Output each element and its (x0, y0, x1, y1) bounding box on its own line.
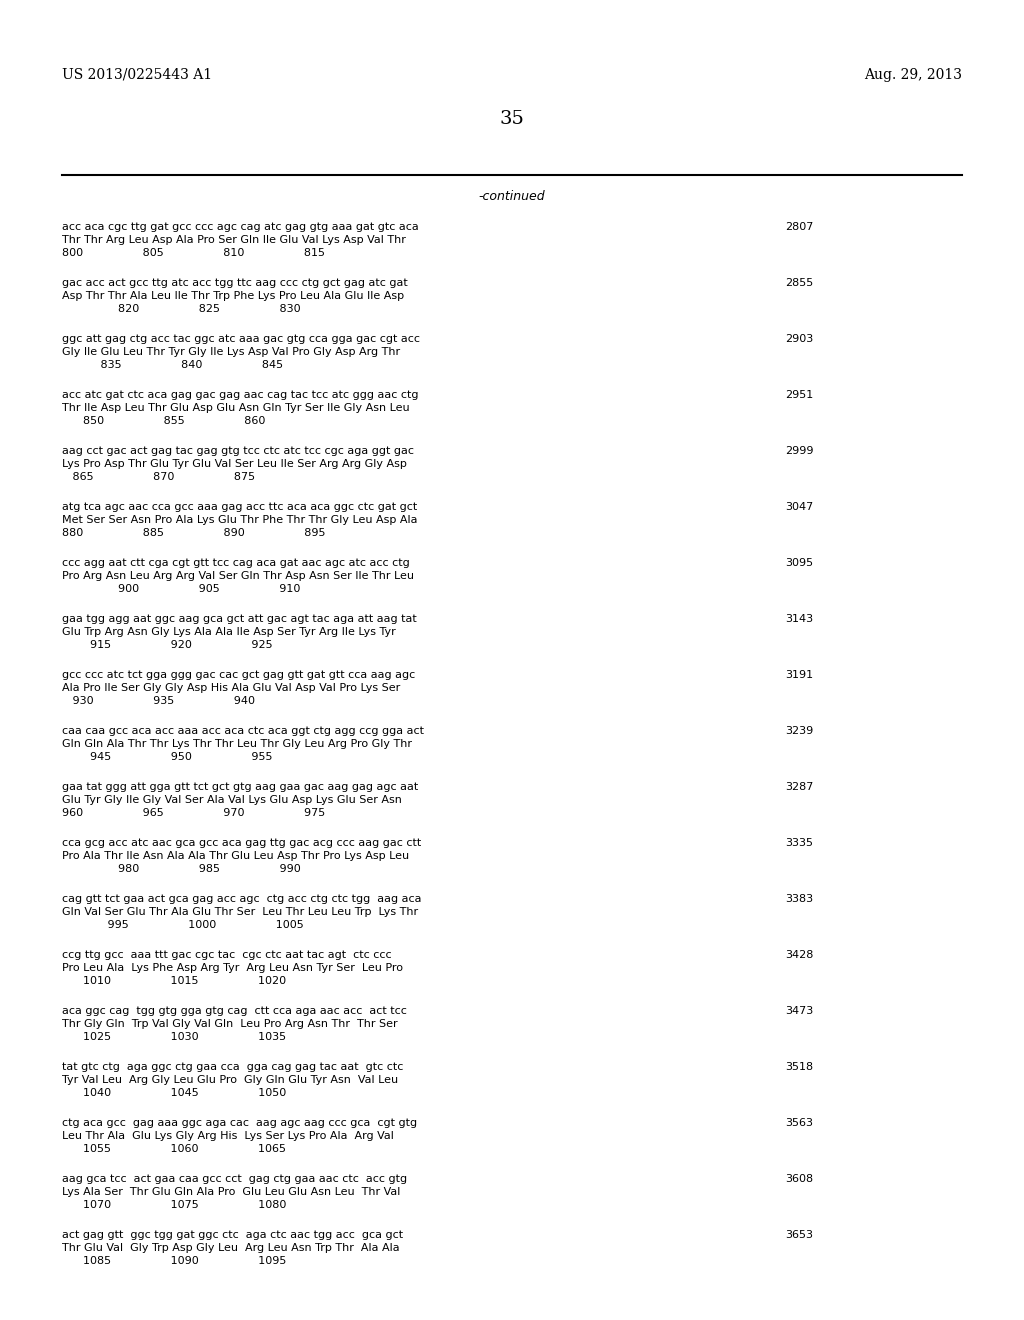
Text: cca gcg acc atc aac gca gcc aca gag ttg gac acg ccc aag gac ctt: cca gcg acc atc aac gca gcc aca gag ttg … (62, 838, 421, 847)
Text: aag gca tcc  act gaa caa gcc cct  gag ctg gaa aac ctc  acc gtg: aag gca tcc act gaa caa gcc cct gag ctg … (62, 1173, 408, 1184)
Text: Pro Leu Ala  Lys Phe Asp Arg Tyr  Arg Leu Asn Tyr Ser  Leu Pro: Pro Leu Ala Lys Phe Asp Arg Tyr Arg Leu … (62, 964, 403, 973)
Text: 3335: 3335 (785, 838, 813, 847)
Text: 1025                 1030                 1035: 1025 1030 1035 (62, 1032, 286, 1041)
Text: Glu Tyr Gly Ile Gly Val Ser Ala Val Lys Glu Asp Lys Glu Ser Asn: Glu Tyr Gly Ile Gly Val Ser Ala Val Lys … (62, 795, 401, 805)
Text: tat gtc ctg  aga ggc ctg gaa cca  gga cag gag tac aat  gtc ctc: tat gtc ctg aga ggc ctg gaa cca gga cag … (62, 1063, 403, 1072)
Text: 800                 805                 810                 815: 800 805 810 815 (62, 248, 325, 257)
Text: Aug. 29, 2013: Aug. 29, 2013 (864, 69, 962, 82)
Text: 930                 935                 940: 930 935 940 (62, 696, 255, 706)
Text: Lys Pro Asp Thr Glu Tyr Glu Val Ser Leu Ile Ser Arg Arg Gly Asp: Lys Pro Asp Thr Glu Tyr Glu Val Ser Leu … (62, 459, 407, 469)
Text: Gln Val Ser Glu Thr Ala Glu Thr Ser  Leu Thr Leu Leu Trp  Lys Thr: Gln Val Ser Glu Thr Ala Glu Thr Ser Leu … (62, 907, 418, 917)
Text: 2999: 2999 (785, 446, 813, 455)
Text: Met Ser Ser Asn Pro Ala Lys Glu Thr Phe Thr Thr Gly Leu Asp Ala: Met Ser Ser Asn Pro Ala Lys Glu Thr Phe … (62, 515, 418, 525)
Text: 3563: 3563 (785, 1118, 813, 1129)
Text: 850                 855                 860: 850 855 860 (62, 416, 265, 426)
Text: atg tca agc aac cca gcc aaa gag acc ttc aca aca ggc ctc gat gct: atg tca agc aac cca gcc aaa gag acc ttc … (62, 502, 417, 512)
Text: 3047: 3047 (785, 502, 813, 512)
Text: gcc ccc atc tct gga ggg gac cac gct gag gtt gat gtt cca aag agc: gcc ccc atc tct gga ggg gac cac gct gag … (62, 671, 416, 680)
Text: 3191: 3191 (785, 671, 813, 680)
Text: Gly Ile Glu Leu Thr Tyr Gly Ile Lys Asp Val Pro Gly Asp Arg Thr: Gly Ile Glu Leu Thr Tyr Gly Ile Lys Asp … (62, 347, 400, 356)
Text: 3653: 3653 (785, 1230, 813, 1239)
Text: 3473: 3473 (785, 1006, 813, 1016)
Text: Pro Arg Asn Leu Arg Arg Val Ser Gln Thr Asp Asn Ser Ile Thr Leu: Pro Arg Asn Leu Arg Arg Val Ser Gln Thr … (62, 572, 414, 581)
Text: Thr Ile Asp Leu Thr Glu Asp Glu Asn Gln Tyr Ser Ile Gly Asn Leu: Thr Ile Asp Leu Thr Glu Asp Glu Asn Gln … (62, 403, 410, 413)
Text: acc atc gat ctc aca gag gac gag aac cag tac tcc atc ggg aac ctg: acc atc gat ctc aca gag gac gag aac cag … (62, 389, 419, 400)
Text: 835                 840                 845: 835 840 845 (62, 360, 283, 370)
Text: 865                 870                 875: 865 870 875 (62, 473, 255, 482)
Text: 35: 35 (500, 110, 524, 128)
Text: acc aca cgc ttg gat gcc ccc agc cag atc gag gtg aaa gat gtc aca: acc aca cgc ttg gat gcc ccc agc cag atc … (62, 222, 419, 232)
Text: 1040                 1045                 1050: 1040 1045 1050 (62, 1088, 287, 1098)
Text: Gln Gln Ala Thr Thr Lys Thr Thr Leu Thr Gly Leu Arg Pro Gly Thr: Gln Gln Ala Thr Thr Lys Thr Thr Leu Thr … (62, 739, 412, 748)
Text: ctg aca gcc  gag aaa ggc aga cac  aag agc aag ccc gca  cgt gtg: ctg aca gcc gag aaa ggc aga cac aag agc … (62, 1118, 417, 1129)
Text: 1055                 1060                 1065: 1055 1060 1065 (62, 1144, 286, 1154)
Text: 3143: 3143 (785, 614, 813, 624)
Text: 1085                 1090                 1095: 1085 1090 1095 (62, 1257, 287, 1266)
Text: aca ggc cag  tgg gtg gga gtg cag  ctt cca aga aac acc  act tcc: aca ggc cag tgg gtg gga gtg cag ctt cca … (62, 1006, 407, 1016)
Text: 960                 965                 970                 975: 960 965 970 975 (62, 808, 326, 818)
Text: 3095: 3095 (785, 558, 813, 568)
Text: US 2013/0225443 A1: US 2013/0225443 A1 (62, 69, 212, 82)
Text: ccg ttg gcc  aaa ttt gac cgc tac  cgc ctc aat tac agt  ctc ccc: ccg ttg gcc aaa ttt gac cgc tac cgc ctc … (62, 950, 391, 960)
Text: Thr Gly Gln  Trp Val Gly Val Gln  Leu Pro Arg Asn Thr  Thr Ser: Thr Gly Gln Trp Val Gly Val Gln Leu Pro … (62, 1019, 397, 1030)
Text: act gag gtt  ggc tgg gat ggc ctc  aga ctc aac tgg acc  gca gct: act gag gtt ggc tgg gat ggc ctc aga ctc … (62, 1230, 403, 1239)
Text: 3428: 3428 (785, 950, 813, 960)
Text: cag gtt tct gaa act gca gag acc agc  ctg acc ctg ctc tgg  aag aca: cag gtt tct gaa act gca gag acc agc ctg … (62, 894, 422, 904)
Text: Thr Glu Val  Gly Trp Asp Gly Leu  Arg Leu Asn Trp Thr  Ala Ala: Thr Glu Val Gly Trp Asp Gly Leu Arg Leu … (62, 1243, 399, 1253)
Text: 900                 905                 910: 900 905 910 (62, 583, 300, 594)
Text: Lys Ala Ser  Thr Glu Gln Ala Pro  Glu Leu Glu Asn Leu  Thr Val: Lys Ala Ser Thr Glu Gln Ala Pro Glu Leu … (62, 1187, 400, 1197)
Text: 2855: 2855 (785, 279, 813, 288)
Text: 2951: 2951 (785, 389, 813, 400)
Text: Asp Thr Thr Ala Leu Ile Thr Trp Phe Lys Pro Leu Ala Glu Ile Asp: Asp Thr Thr Ala Leu Ile Thr Trp Phe Lys … (62, 290, 404, 301)
Text: 880                 885                 890                 895: 880 885 890 895 (62, 528, 326, 539)
Text: Thr Thr Arg Leu Asp Ala Pro Ser Gln Ile Glu Val Lys Asp Val Thr: Thr Thr Arg Leu Asp Ala Pro Ser Gln Ile … (62, 235, 406, 246)
Text: caa caa gcc aca acc aaa acc aca ctc aca ggt ctg agg ccg gga act: caa caa gcc aca acc aaa acc aca ctc aca … (62, 726, 424, 737)
Text: 1070                 1075                 1080: 1070 1075 1080 (62, 1200, 287, 1210)
Text: Leu Thr Ala  Glu Lys Gly Arg His  Lys Ser Lys Pro Ala  Arg Val: Leu Thr Ala Glu Lys Gly Arg His Lys Ser … (62, 1131, 394, 1140)
Text: ggc att gag ctg acc tac ggc atc aaa gac gtg cca gga gac cgt acc: ggc att gag ctg acc tac ggc atc aaa gac … (62, 334, 420, 345)
Text: 3239: 3239 (785, 726, 813, 737)
Text: 980                 985                 990: 980 985 990 (62, 865, 301, 874)
Text: 1010                 1015                 1020: 1010 1015 1020 (62, 975, 286, 986)
Text: Tyr Val Leu  Arg Gly Leu Glu Pro  Gly Gln Glu Tyr Asn  Val Leu: Tyr Val Leu Arg Gly Leu Glu Pro Gly Gln … (62, 1074, 398, 1085)
Text: ccc agg aat ctt cga cgt gtt tcc cag aca gat aac agc atc acc ctg: ccc agg aat ctt cga cgt gtt tcc cag aca … (62, 558, 410, 568)
Text: 2903: 2903 (785, 334, 813, 345)
Text: 995                 1000                 1005: 995 1000 1005 (62, 920, 304, 931)
Text: 3287: 3287 (785, 781, 813, 792)
Text: -continued: -continued (478, 190, 546, 203)
Text: 3383: 3383 (785, 894, 813, 904)
Text: Glu Trp Arg Asn Gly Lys Ala Ala Ile Asp Ser Tyr Arg Ile Lys Tyr: Glu Trp Arg Asn Gly Lys Ala Ala Ile Asp … (62, 627, 395, 638)
Text: Ala Pro Ile Ser Gly Gly Asp His Ala Glu Val Asp Val Pro Lys Ser: Ala Pro Ile Ser Gly Gly Asp His Ala Glu … (62, 682, 400, 693)
Text: gac acc act gcc ttg atc acc tgg ttc aag ccc ctg gct gag atc gat: gac acc act gcc ttg atc acc tgg ttc aag … (62, 279, 408, 288)
Text: Pro Ala Thr Ile Asn Ala Ala Thr Glu Leu Asp Thr Pro Lys Asp Leu: Pro Ala Thr Ile Asn Ala Ala Thr Glu Leu … (62, 851, 410, 861)
Text: gaa tgg agg aat ggc aag gca gct att gac agt tac aga att aag tat: gaa tgg agg aat ggc aag gca gct att gac … (62, 614, 417, 624)
Text: 820                 825                 830: 820 825 830 (62, 304, 301, 314)
Text: 915                 920                 925: 915 920 925 (62, 640, 272, 649)
Text: 3518: 3518 (785, 1063, 813, 1072)
Text: 3608: 3608 (785, 1173, 813, 1184)
Text: aag cct gac act gag tac gag gtg tcc ctc atc tcc cgc aga ggt gac: aag cct gac act gag tac gag gtg tcc ctc … (62, 446, 414, 455)
Text: 945                 950                 955: 945 950 955 (62, 752, 272, 762)
Text: 2807: 2807 (785, 222, 813, 232)
Text: gaa tat ggg att gga gtt tct gct gtg aag gaa gac aag gag agc aat: gaa tat ggg att gga gtt tct gct gtg aag … (62, 781, 418, 792)
